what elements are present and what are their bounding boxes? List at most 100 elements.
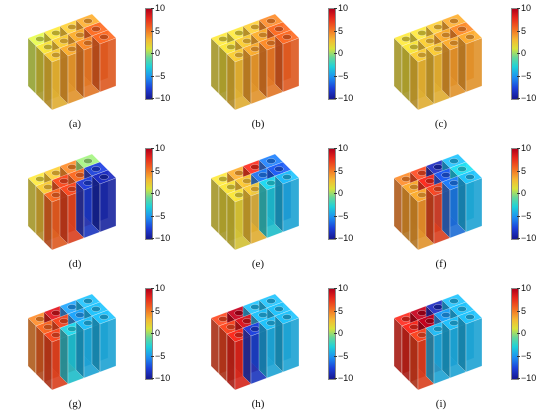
block-side-face <box>35 185 45 243</box>
block-side-face <box>393 37 403 95</box>
panel-b: 10 5 0 −5 −10 (b) <box>183 0 366 140</box>
block-side-face <box>274 175 284 233</box>
colorbar-gradient <box>511 8 519 100</box>
colorbar-tick <box>517 311 520 312</box>
colorbar-tick-label: 5 <box>338 306 344 316</box>
colorbar: 10 5 0 −5 −10 <box>145 3 183 108</box>
cell-hole <box>425 318 435 324</box>
block-side-face <box>258 181 268 239</box>
block-front-face <box>99 37 117 93</box>
cell-hole <box>417 30 427 36</box>
cell-hole <box>433 326 443 332</box>
panel-label: (d) <box>68 258 82 270</box>
cell-hole <box>266 298 276 304</box>
cell-hole <box>449 40 459 46</box>
cell-hole <box>67 304 77 310</box>
cell-hole <box>35 36 45 42</box>
cell-hole <box>417 192 427 198</box>
colorbar-tick-label: 0 <box>521 328 527 338</box>
colorbar-tick-label: −5 <box>521 211 532 221</box>
colorbar-gradient <box>145 288 153 380</box>
block-front-face <box>465 37 483 93</box>
colorbar-tick-label: −5 <box>155 211 166 221</box>
colorbar-tick <box>334 76 337 77</box>
cell-hole <box>457 306 467 312</box>
colorbar-tick-label: 10 <box>155 3 166 13</box>
cell-hole <box>83 298 93 304</box>
cell-hole <box>67 24 77 30</box>
colorbar: 10 5 0 −5 −10 <box>145 283 183 388</box>
colorbar-tick-label: −5 <box>338 351 349 361</box>
block-side-face <box>457 315 467 373</box>
colorbar-tick <box>151 171 154 172</box>
block-grid-3d <box>393 153 483 251</box>
panel-h: 10 5 0 −5 −10 (h) <box>183 280 366 420</box>
block-side-face <box>274 315 284 373</box>
colorbar: 10 5 0 −5 −10 <box>145 143 183 248</box>
cell-hole <box>266 320 276 326</box>
block-side-face <box>27 37 37 95</box>
cell-hole <box>282 174 292 180</box>
block-side-face <box>35 45 45 103</box>
colorbar-tick <box>151 378 154 379</box>
block-side-face <box>457 35 467 93</box>
panel-a: 10 5 0 −5 −10 (a) <box>0 0 183 140</box>
block-side-face <box>218 45 228 103</box>
block-side-face <box>75 41 85 99</box>
cell-hole <box>282 34 292 40</box>
cell-hole <box>401 176 411 182</box>
cell-hole <box>433 46 443 52</box>
colorbar-tick-label: −5 <box>521 351 532 361</box>
block-side-face <box>258 41 268 99</box>
colorbar-gradient <box>511 148 519 240</box>
panel-c: 10 5 0 −5 −10 (c) <box>366 0 549 140</box>
cell-hole <box>417 310 427 316</box>
cell-hole <box>234 332 244 338</box>
cell-hole <box>242 178 252 184</box>
cell-hole <box>83 180 93 186</box>
block-side-face <box>409 333 419 391</box>
block-side-face <box>226 193 236 251</box>
cell-hole <box>417 170 427 176</box>
colorbar-tick <box>334 216 337 217</box>
block-front-face <box>282 37 300 93</box>
colorbar-tick-label: 0 <box>338 48 344 58</box>
colorbar-gradient <box>328 8 336 100</box>
colorbar-tick-label: 0 <box>155 328 161 338</box>
cell-hole <box>51 332 61 338</box>
block-side-face <box>27 317 37 375</box>
cell-hole <box>433 304 443 310</box>
block-side-face <box>59 47 69 105</box>
cell-hole <box>250 164 260 170</box>
colorbar-tick <box>334 171 337 172</box>
colorbar-tick-label: −10 <box>521 233 537 243</box>
colorbar-tick <box>151 356 154 357</box>
cell-hole <box>274 26 284 32</box>
colorbar-gradient <box>328 288 336 380</box>
cell-hole <box>433 186 443 192</box>
colorbar-tick <box>517 31 520 32</box>
cell-hole <box>67 326 77 332</box>
cell-hole <box>465 34 475 40</box>
block-side-face <box>91 35 101 93</box>
panel-label: (f) <box>435 258 447 270</box>
block-side-face <box>210 177 220 235</box>
cell-hole <box>234 52 244 58</box>
cell-hole <box>274 306 284 312</box>
cell-hole <box>433 164 443 170</box>
cell-hole <box>250 186 260 192</box>
cell-hole <box>250 46 260 52</box>
cell-hole <box>409 44 419 50</box>
colorbar-tick-label: 5 <box>521 306 527 316</box>
cell-hole <box>250 326 260 332</box>
cell-hole <box>465 314 475 320</box>
cell-hole <box>83 40 93 46</box>
cell-hole <box>441 172 451 178</box>
panel-g: 10 5 0 −5 −10 (g) <box>0 280 183 420</box>
colorbar-tick-label: 0 <box>155 48 161 58</box>
block-side-face <box>226 53 236 111</box>
colorbar-tick <box>334 193 337 194</box>
block-side-face <box>27 177 37 235</box>
panel-label: (i) <box>435 398 447 410</box>
cell-hole <box>457 26 467 32</box>
